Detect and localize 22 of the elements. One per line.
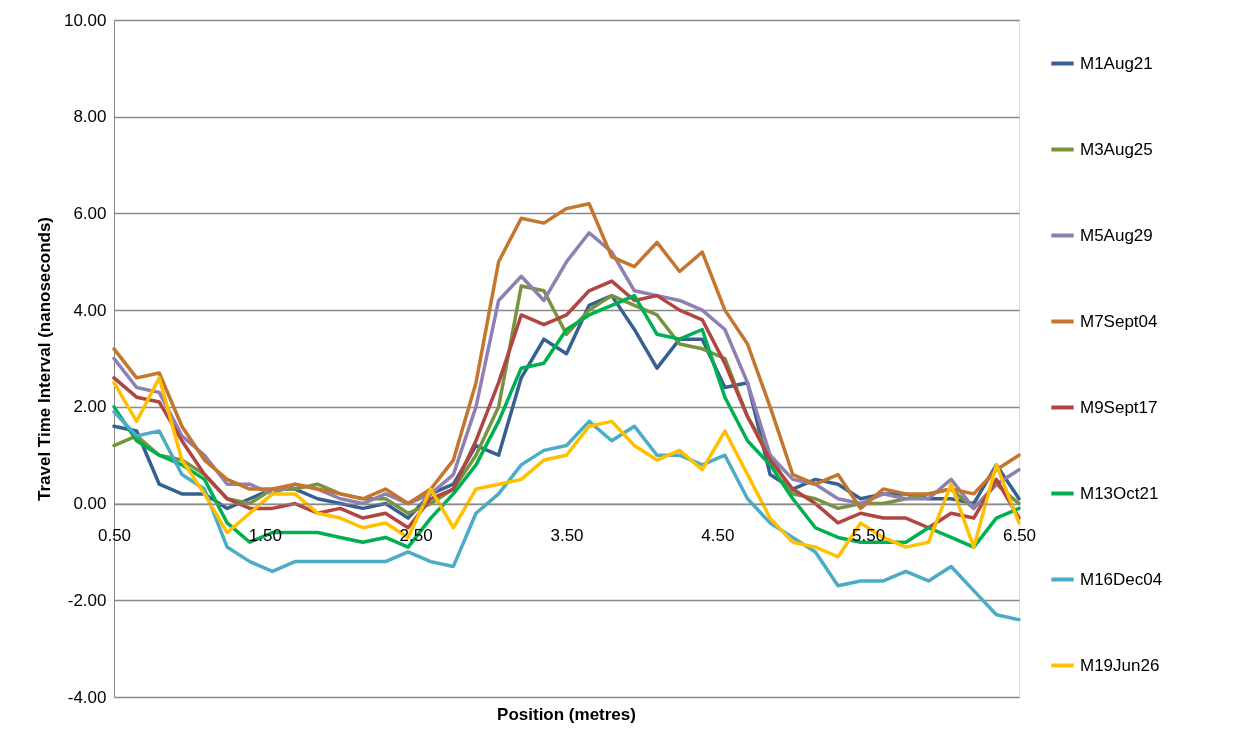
legend-label: M13Oct21 (1080, 483, 1159, 503)
y-tick-label: 6.00 (73, 203, 107, 223)
y-axis-title: Travel Time Interval (nanoseconds) (34, 216, 54, 502)
x-tick-label: 4.50 (701, 526, 735, 546)
y-tick-label: -4.00 (67, 687, 107, 707)
legend-label: M19Jun26 (1080, 655, 1160, 675)
y-tick-label: 8.00 (73, 107, 107, 127)
legend-label: M5Aug29 (1080, 225, 1153, 245)
x-tick-label: 0.50 (97, 526, 132, 546)
legend-label: M16Dec04 (1080, 569, 1163, 589)
y-tick-label: 2.00 (73, 397, 107, 417)
y-tick-label: 4.00 (73, 300, 107, 320)
y-tick-label: 10.00 (63, 10, 107, 30)
x-tick-label: 6.50 (1002, 526, 1037, 546)
legend-label: M3Aug25 (1080, 139, 1153, 159)
legend-label: M1Aug21 (1080, 53, 1153, 73)
x-tick-label: 3.50 (550, 526, 584, 546)
y-tick-label: 0.00 (73, 494, 107, 514)
y-tick-label: -2.00 (67, 590, 107, 610)
x-axis-title: Position (metres) (497, 705, 636, 724)
legend-label: M9Sept17 (1080, 397, 1158, 417)
legend-label: M7Sept04 (1080, 311, 1158, 331)
